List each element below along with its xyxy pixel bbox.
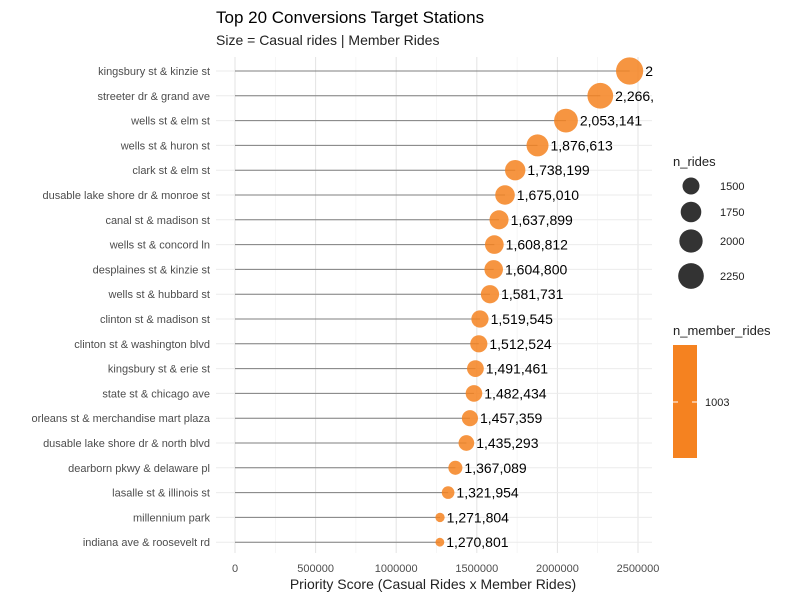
size-legend-title: n_rides — [673, 154, 716, 169]
data-point — [461, 410, 478, 427]
data-point — [489, 210, 509, 230]
y-tick-label: millennium park — [133, 512, 211, 524]
value-label: 2,053,141 — [580, 113, 642, 129]
y-tick-label: wells st & concord ln — [109, 240, 210, 252]
data-point — [495, 185, 515, 205]
value-label: 1,271,804 — [447, 509, 509, 525]
x-tick-label: 2500000 — [617, 563, 660, 575]
chart-title: Top 20 Conversions Target Stations — [216, 8, 484, 27]
x-tick-label: 1500000 — [455, 563, 498, 575]
y-tick-label: wells st & huron st — [120, 140, 210, 152]
value-label: 1,491,461 — [486, 361, 548, 377]
size-legend: n_rides 1500 1750 2000 2250 — [673, 154, 744, 289]
data-point — [441, 486, 455, 499]
value-label: 2,266, — [615, 88, 654, 104]
size-legend-key — [682, 177, 700, 195]
data-point — [485, 235, 504, 254]
data-point — [435, 537, 445, 547]
data-point — [554, 108, 578, 133]
lollipop-stems — [235, 70, 630, 543]
data-point — [435, 512, 445, 523]
y-tick-label: clark st & elm st — [132, 165, 210, 177]
color-legend-title: n_member_rides — [673, 323, 771, 338]
value-label: 1,321,954 — [456, 485, 518, 501]
y-tick-label: dearborn pkwy & delaware pl — [68, 463, 210, 475]
data-point — [504, 160, 526, 181]
data-point — [448, 460, 463, 475]
value-label: 1,608,812 — [506, 237, 568, 253]
value-label: 1,512,524 — [489, 336, 551, 352]
y-tick-label: kingsbury st & erie st — [108, 364, 210, 376]
value-label: 1,482,434 — [484, 385, 546, 401]
value-labels: 2 2,266, 2,053,141 1,876,613 1,738,199 1,675,… — [446, 63, 654, 550]
y-tick-label: indiana ave & roosevelt rd — [83, 537, 210, 549]
value-label: 1,457,359 — [480, 410, 542, 426]
x-tick-label: 2000000 — [536, 563, 579, 575]
size-legend-label: 1750 — [720, 207, 744, 219]
y-tick-label: kingsbury st & kinzie st — [98, 66, 210, 78]
y-tick-label: lasalle st & illinois st — [112, 488, 210, 500]
y-tick-label: wells st & elm st — [130, 116, 210, 128]
x-axis-ticks: 0 500000 1000000 1500000 2000000 2500000 — [232, 563, 659, 575]
value-label: 1,637,899 — [511, 212, 573, 228]
y-axis-labels: kingsbury st & kinzie st streeter dr & gr… — [31, 66, 210, 549]
color-legend: n_member_rides 1003 — [673, 323, 771, 458]
data-point — [471, 310, 489, 328]
data-point — [465, 385, 483, 402]
size-legend-key — [679, 229, 703, 253]
value-label: 1,519,545 — [491, 311, 553, 327]
y-tick-label: orleans st & merchandise mart plaza — [31, 413, 210, 425]
value-label: 1,367,089 — [464, 460, 526, 476]
value-label: 2 — [645, 63, 653, 79]
data-point — [480, 285, 500, 304]
size-legend-label: 2250 — [720, 271, 744, 283]
color-legend-label: 1003 — [705, 397, 729, 409]
value-label: 1,435,293 — [476, 435, 538, 451]
y-tick-label: clinton st & washington blvd — [74, 339, 210, 351]
x-axis-label: Priority Score (Casual Rides x Member Ri… — [290, 576, 576, 592]
data-point — [470, 335, 488, 353]
y-tick-label: streeter dr & grand ave — [97, 91, 210, 103]
y-tick-label: wells st & hubbard st — [108, 289, 211, 301]
data-point — [616, 57, 644, 85]
value-label: 1,270,801 — [446, 534, 508, 550]
value-label: 1,675,010 — [517, 187, 579, 203]
data-point — [458, 435, 475, 451]
y-tick-label: dusable lake shore dr & north blvd — [43, 438, 210, 450]
size-legend-key — [678, 263, 704, 289]
chart-subtitle: Size = Casual rides | Member Rides — [216, 32, 439, 48]
data-point — [484, 260, 503, 279]
x-tick-label: 500000 — [297, 563, 334, 575]
x-tick-label: 0 — [232, 563, 238, 575]
y-tick-label: state st & chicago ave — [102, 388, 210, 400]
value-label: 1,876,613 — [551, 137, 613, 153]
size-legend-label: 1500 — [720, 181, 744, 193]
data-point — [526, 134, 549, 157]
y-tick-label: canal st & madison st — [105, 215, 210, 227]
data-point — [587, 82, 614, 109]
value-label: 1,604,800 — [505, 261, 567, 277]
size-legend-label: 2000 — [720, 236, 744, 248]
value-label: 1,738,199 — [527, 162, 589, 178]
grid — [216, 57, 652, 553]
data-point — [467, 360, 484, 377]
y-tick-label: dusable lake shore dr & monroe st — [42, 190, 210, 202]
y-tick-label: desplaines st & kinzie st — [93, 264, 210, 276]
size-legend-key — [680, 201, 702, 223]
x-tick-label: 1000000 — [375, 563, 418, 575]
value-label: 1,581,731 — [501, 286, 563, 302]
data-points — [435, 57, 644, 547]
y-tick-label: clinton st & madison st — [100, 314, 210, 326]
